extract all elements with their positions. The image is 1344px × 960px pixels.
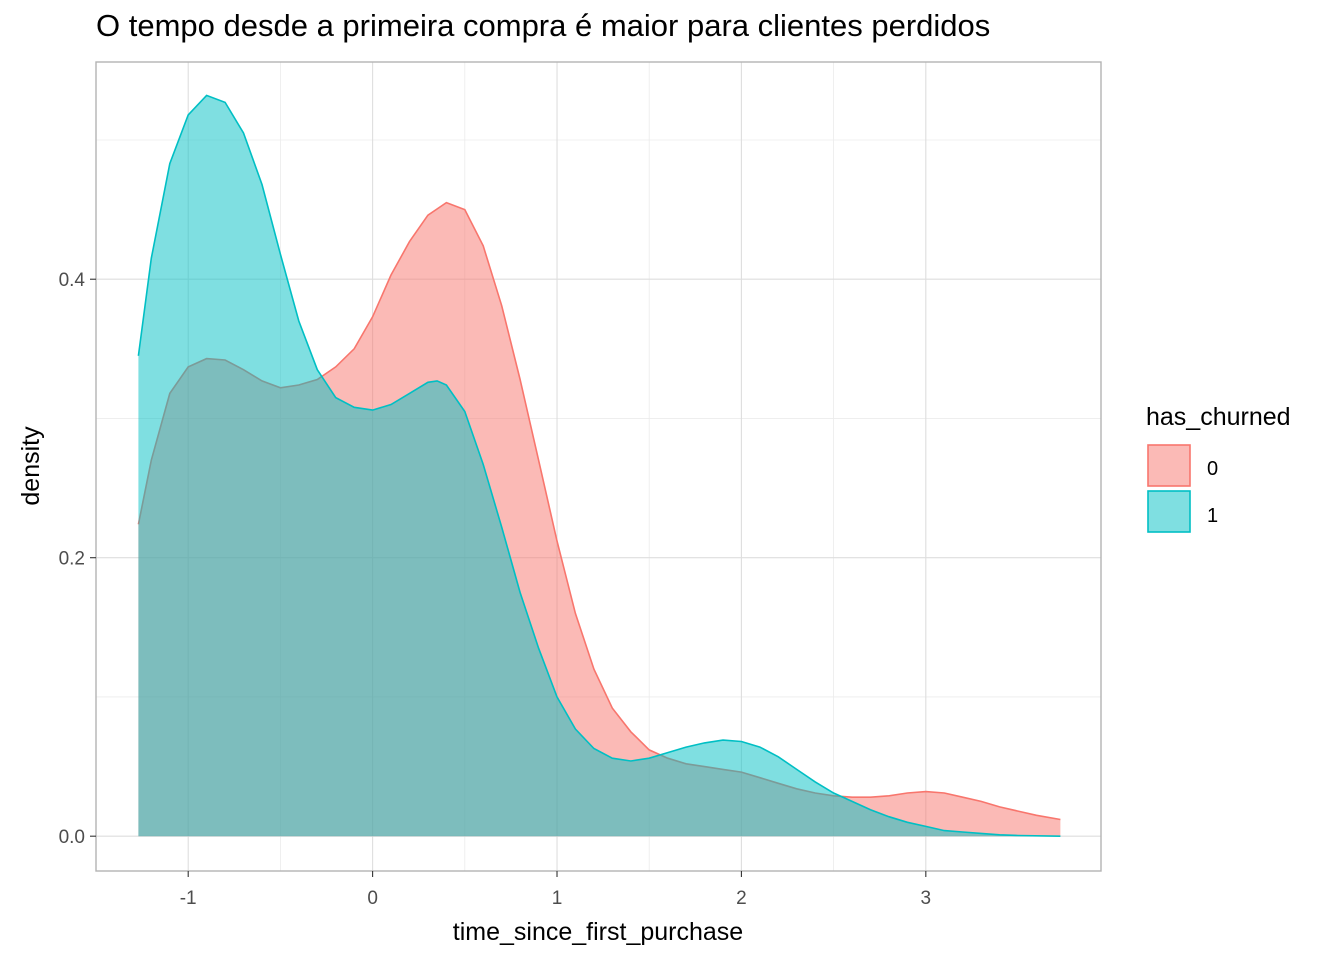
density-line-1	[137, 94, 1061, 837]
series-layer	[137, 94, 1061, 837]
y-tick-label: 0.4	[59, 270, 86, 291]
x-axis: -1 0 1 2 3	[180, 871, 931, 909]
y-tick-label: 0.2	[59, 549, 85, 570]
x-tick-label: 1	[552, 888, 563, 909]
legend-title: has_churned	[1146, 403, 1291, 431]
y-axis: 0.0 0.2 0.4	[59, 270, 96, 848]
y-tick-label: 0.0	[59, 827, 85, 848]
x-tick-label: -1	[180, 888, 197, 909]
legend-label-1: 1	[1207, 505, 1218, 527]
x-axis-title: time_since_first_purchase	[453, 918, 743, 946]
panel-border	[95, 61, 1102, 872]
x-tick-label: 2	[736, 888, 747, 909]
y-axis-title: density	[17, 426, 45, 506]
density-area-1	[138, 95, 1061, 837]
legend-key-1	[1147, 490, 1191, 533]
x-tick-label: 0	[367, 888, 378, 909]
legend-key-0	[1147, 444, 1191, 487]
chart-title: O tempo desde a primeira compra é maior …	[96, 8, 991, 43]
legend: has_churned 0 1	[1146, 403, 1291, 533]
legend-label-0: 0	[1207, 458, 1218, 480]
x-tick-label: 3	[921, 888, 932, 909]
